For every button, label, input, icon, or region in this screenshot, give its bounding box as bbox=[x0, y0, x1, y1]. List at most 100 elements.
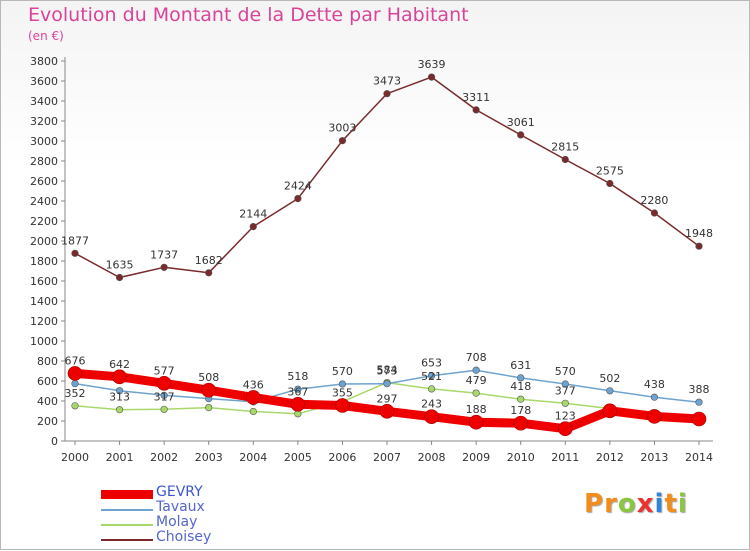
data-label-molay: 377 bbox=[555, 384, 576, 397]
x-tick-label: 2000 bbox=[61, 451, 89, 464]
y-tick-label: 1400 bbox=[30, 295, 58, 308]
logo-letter: x bbox=[636, 489, 655, 519]
y-tick-label: 800 bbox=[37, 355, 58, 368]
data-label-tavaux: 570 bbox=[332, 365, 353, 378]
data-point-gevry bbox=[201, 382, 217, 398]
x-tick-label: 2010 bbox=[507, 451, 535, 464]
data-label-tavaux: 631 bbox=[510, 359, 531, 372]
y-tick-label: 3200 bbox=[30, 115, 58, 128]
data-label-tavaux: 388 bbox=[689, 383, 710, 396]
data-label-tavaux: 438 bbox=[644, 378, 665, 391]
data-label-choisey: 1948 bbox=[685, 227, 713, 240]
data-point-gevry bbox=[602, 403, 618, 419]
data-point-choisey bbox=[650, 209, 659, 217]
data-point-gevry bbox=[424, 409, 439, 425]
data-label-gevry: 367 bbox=[287, 385, 308, 398]
legend-swatch bbox=[101, 490, 153, 499]
data-point-tavaux bbox=[383, 380, 391, 388]
data-point-tavaux bbox=[338, 380, 347, 388]
data-label-gevry: 243 bbox=[421, 398, 442, 411]
x-tick-label: 2009 bbox=[462, 451, 490, 464]
data-point-molay bbox=[427, 385, 436, 393]
y-tick-label: 2600 bbox=[30, 175, 58, 188]
data-point-choisey bbox=[472, 106, 480, 114]
data-label-molay: 418 bbox=[510, 380, 531, 393]
logo-letter: t bbox=[664, 489, 678, 519]
data-point-gevry bbox=[156, 375, 172, 391]
data-label-choisey: 3473 bbox=[373, 75, 401, 88]
data-point-choisey bbox=[205, 269, 213, 277]
data-label-molay: 352 bbox=[65, 387, 86, 400]
data-point-tavaux bbox=[294, 385, 302, 393]
x-tick-label: 2006 bbox=[328, 451, 356, 464]
data-label-molay: 521 bbox=[421, 370, 442, 383]
logo-letter: r bbox=[604, 489, 618, 519]
x-tick-label: 2001 bbox=[106, 451, 134, 464]
data-label-tavaux: 708 bbox=[466, 351, 487, 364]
data-label-gevry: 436 bbox=[243, 378, 264, 391]
data-point-gevry bbox=[379, 403, 395, 419]
data-point-choisey bbox=[160, 263, 168, 271]
data-point-molay bbox=[561, 399, 569, 407]
y-tick-label: 1800 bbox=[30, 255, 58, 268]
data-label-tavaux: 518 bbox=[287, 370, 308, 383]
data-point-tavaux bbox=[695, 398, 703, 406]
x-tick-label: 2011 bbox=[551, 451, 579, 464]
data-point-molay bbox=[249, 407, 257, 416]
data-point-tavaux bbox=[517, 374, 525, 382]
data-label-gevry: 178 bbox=[510, 404, 531, 417]
data-point-molay bbox=[205, 404, 213, 412]
y-tick-label: 2800 bbox=[30, 155, 58, 168]
data-point-gevry bbox=[647, 409, 662, 424]
chart-title: Evolution du Montant de la Dette par Hab… bbox=[28, 4, 469, 26]
data-point-choisey bbox=[115, 273, 124, 282]
data-label-choisey: 3311 bbox=[462, 91, 490, 104]
data-point-tavaux bbox=[427, 372, 436, 380]
y-tick-label: 2200 bbox=[30, 215, 58, 228]
data-point-tavaux bbox=[472, 366, 480, 374]
data-label-choisey: 2575 bbox=[596, 165, 624, 178]
data-point-choisey bbox=[695, 242, 703, 250]
data-point-gevry bbox=[468, 414, 484, 430]
data-label-choisey: 1635 bbox=[106, 259, 134, 272]
data-point-choisey bbox=[249, 223, 257, 231]
data-point-tavaux bbox=[650, 393, 659, 401]
data-label-gevry: 642 bbox=[109, 358, 130, 371]
data-point-tavaux bbox=[160, 391, 168, 399]
data-label-tavaux: 653 bbox=[421, 357, 442, 370]
data-point-choisey bbox=[606, 179, 614, 188]
data-label-molay: 313 bbox=[109, 391, 130, 404]
data-label-choisey: 2815 bbox=[551, 141, 579, 154]
y-tick-label: 600 bbox=[37, 375, 58, 388]
data-point-gevry bbox=[112, 369, 127, 385]
x-tick-label: 2013 bbox=[640, 451, 668, 464]
data-point-tavaux bbox=[115, 387, 124, 395]
data-label-choisey: 3003 bbox=[328, 122, 356, 135]
y-tick-label: 3000 bbox=[30, 135, 58, 148]
data-label-choisey: 2280 bbox=[640, 194, 668, 207]
y-tick-label: 1600 bbox=[30, 275, 58, 288]
data-label-tavaux: 573 bbox=[377, 365, 398, 378]
legend-label: Tavaux bbox=[156, 499, 205, 515]
data-point-choisey bbox=[427, 73, 436, 81]
data-point-molay bbox=[71, 402, 79, 410]
data-point-tavaux bbox=[606, 387, 614, 395]
data-label-choisey: 3639 bbox=[418, 58, 446, 71]
data-point-gevry bbox=[290, 396, 306, 412]
data-label-gevry: 676 bbox=[65, 354, 86, 367]
logo-letter: P bbox=[584, 489, 605, 519]
y-tick-label: 1000 bbox=[30, 335, 58, 348]
data-label-molay: 317 bbox=[154, 390, 175, 403]
y-tick-label: 400 bbox=[37, 395, 58, 408]
proxiti-logo: Proxiti bbox=[584, 489, 688, 519]
data-label-tavaux: 502 bbox=[599, 372, 620, 385]
x-tick-label: 2004 bbox=[239, 451, 267, 464]
y-tick-label: 2400 bbox=[30, 195, 58, 208]
data-label-gevry: 297 bbox=[377, 392, 398, 405]
data-label-choisey: 1682 bbox=[195, 254, 223, 267]
chart-unit: (en €) bbox=[28, 29, 64, 43]
data-point-choisey bbox=[71, 249, 79, 257]
data-label-choisey: 2424 bbox=[284, 180, 312, 193]
data-point-choisey bbox=[383, 90, 391, 98]
